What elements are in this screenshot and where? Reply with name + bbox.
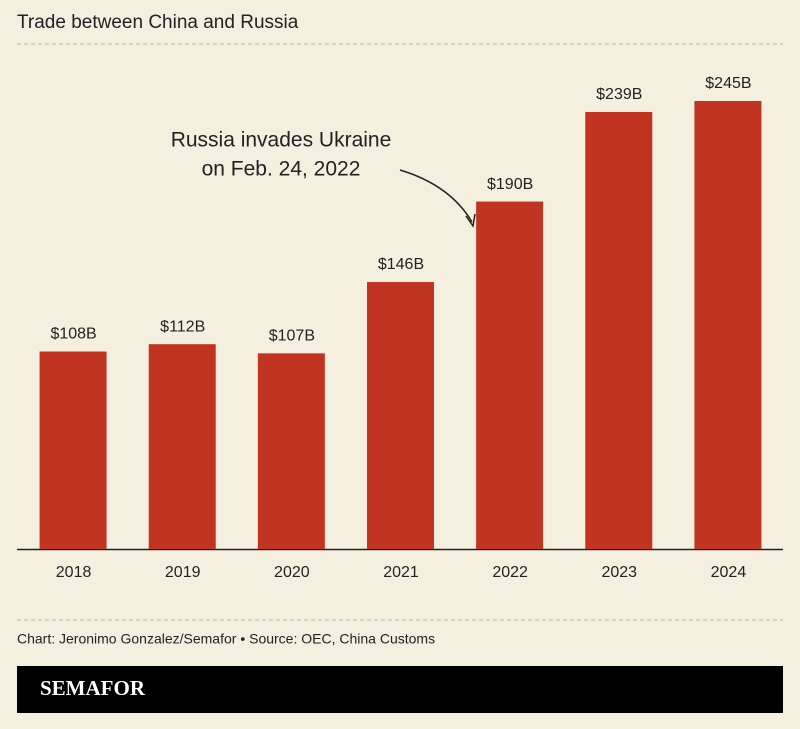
value-label: $112B [160,318,205,335]
brand: SEMAFOR [40,676,146,700]
annotation: Russia invades Ukraine [171,129,392,152]
x-tick-label: 2022 [492,564,528,581]
bar [148,344,216,549]
bar [585,111,653,549]
value-label: $190B [487,176,533,193]
arrow-head [465,213,476,228]
x-tick-label: 2018 [56,564,92,581]
chart-title: Trade between China and Russia [17,12,299,33]
bar [367,282,434,549]
value-label: $107B [269,328,315,345]
bar [39,351,107,549]
x-tick-label: 2024 [711,564,747,581]
x-tick-label: 2023 [601,564,637,581]
bar [694,101,762,549]
annotation: on Feb. 24, 2022 [202,158,361,181]
value-label: $146B [378,256,424,273]
value-label: $108B [50,326,96,343]
bar [257,353,325,549]
value-label: $239B [596,86,642,103]
bar [476,201,544,550]
x-tick-label: 2019 [165,564,201,581]
source: Chart: Jeronimo Gonzalez/Semafor • Sourc… [17,631,435,647]
x-tick-label: 2021 [383,564,419,581]
x-tick-label: 2020 [274,564,310,581]
annotation-arrow [399,169,473,223]
brand-bar [17,666,783,713]
value-label: $245B [705,75,751,92]
